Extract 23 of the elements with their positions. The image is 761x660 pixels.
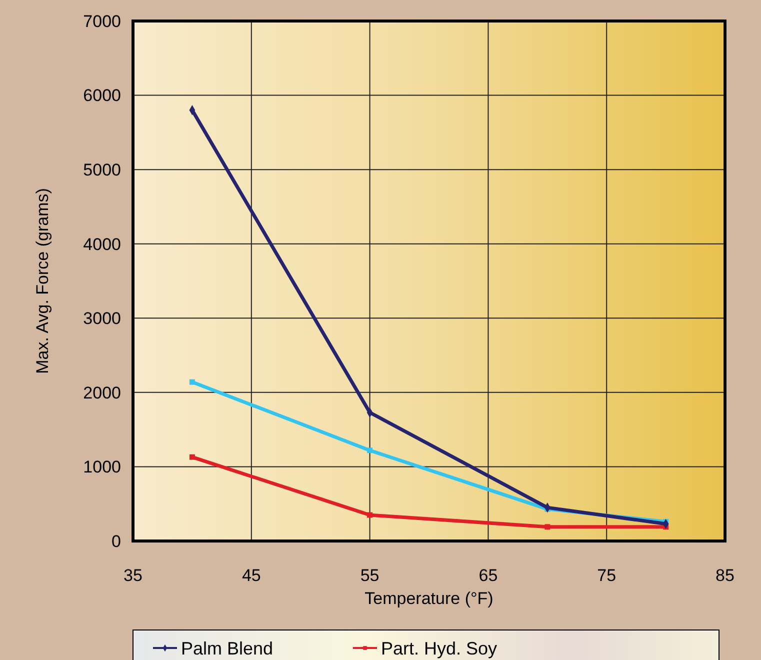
x-tick-label: 35: [124, 566, 142, 585]
point: [544, 524, 550, 530]
y-axis-title: Max. Avg. Force (grams): [33, 188, 52, 374]
y-tick-label: 4000: [83, 234, 121, 254]
y-tick-label: 2000: [83, 383, 121, 402]
x-tick-label: 65: [478, 566, 498, 585]
legend-label: Part. Hyd. Soy: [381, 638, 498, 658]
y-tick-label: 7000: [83, 12, 121, 31]
x-tick-label: 55: [360, 566, 380, 585]
y-tick-label: 1000: [83, 458, 121, 477]
point: [367, 512, 373, 518]
x-tick-label: 75: [597, 566, 616, 585]
y-tick-label: 0: [112, 532, 121, 551]
y-tick-label: 3000: [83, 309, 121, 328]
legend-label: Palm Blend: [181, 638, 274, 658]
x-axis-title: Temperature (°F): [364, 589, 494, 608]
y-tick-label: 5000: [83, 160, 121, 180]
point: [189, 379, 195, 385]
y-tick-label: 6000: [83, 86, 121, 106]
x-tick-label: 85: [716, 566, 734, 585]
x-tick-label: 45: [242, 566, 261, 585]
point: [367, 448, 373, 454]
point: [189, 454, 195, 460]
